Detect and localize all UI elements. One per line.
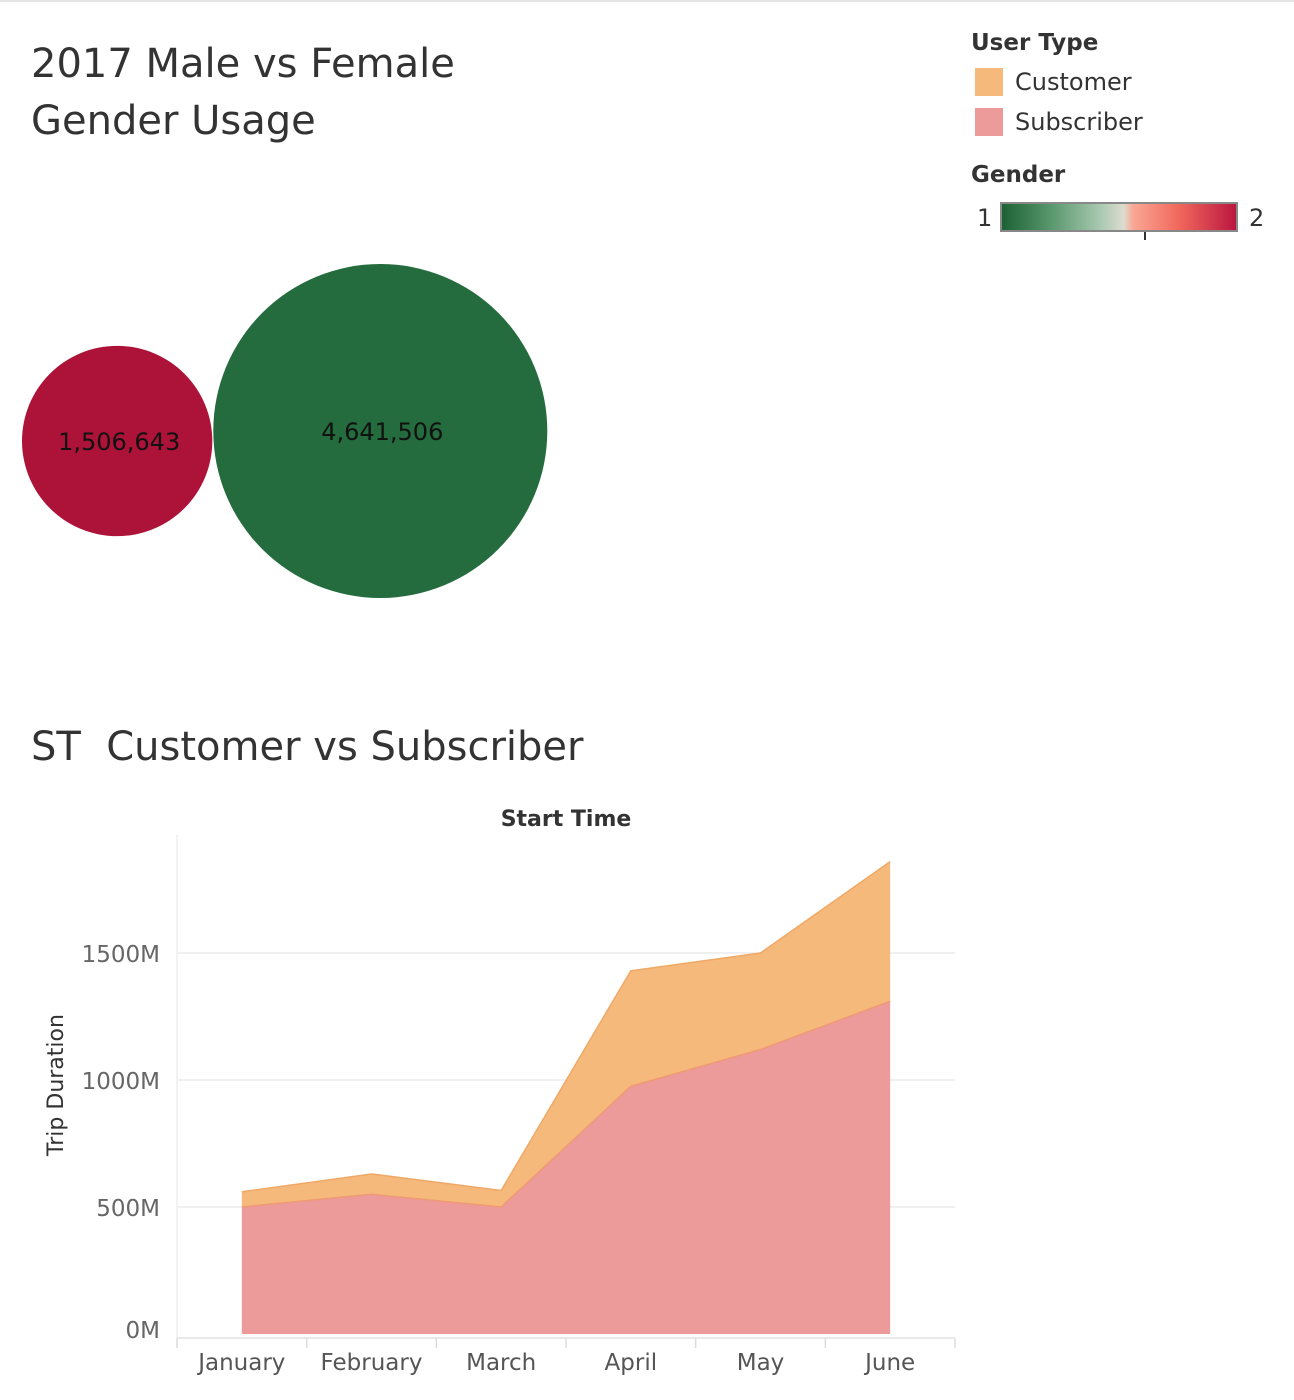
- legend-user-type-title[interactable]: User Type: [971, 30, 1099, 56]
- x-tick-label-february: February: [321, 1350, 423, 1376]
- area-customer[interactable]: [241, 861, 891, 1207]
- x-axis-title[interactable]: Start Time: [501, 807, 632, 832]
- y-tick-label-1: 500M: [96, 1196, 160, 1222]
- gender-gradient-bar: [1000, 202, 1238, 240]
- bubble-label-gender-1: 4,641,506: [321, 418, 443, 446]
- legend-gender-title[interactable]: Gender: [971, 162, 1066, 188]
- top-divider: [0, 0, 1294, 2]
- x-tick-label-june: June: [863, 1350, 915, 1376]
- bubble-label-gender-2: 1,506,643: [58, 428, 180, 456]
- bubble-gender-1[interactable]: [213, 264, 548, 598]
- gender-color-scale[interactable]: 1 2: [977, 200, 1267, 240]
- legend-item-customer[interactable]: Customer: [975, 68, 1132, 96]
- line-subscriber: [241, 1000, 891, 1208]
- x-tick-label-april: April: [605, 1350, 658, 1376]
- x-tick-label-march: March: [466, 1350, 536, 1376]
- y-tick-label-2: 1000M: [82, 1069, 160, 1095]
- legend-item-subscriber[interactable]: Subscriber: [975, 108, 1143, 136]
- legend-swatch-customer: [975, 68, 1003, 96]
- x-tick-label-january: January: [196, 1350, 285, 1376]
- gender-scale-max: 2: [1249, 204, 1265, 232]
- y-tick-label-3: 1500M: [82, 942, 160, 968]
- gender-bubble-chart: 1,506,643 4,641,506: [22, 264, 548, 598]
- y-tick-label-0: 0M: [126, 1318, 160, 1344]
- gender-scale-min: 1: [977, 204, 993, 232]
- y-axis-title[interactable]: Trip Duration: [44, 1014, 69, 1157]
- legend-swatch-subscriber: [975, 108, 1003, 136]
- st-chart-title: ST Customer vs Subscriber: [31, 724, 584, 770]
- x-tick-label-may: May: [737, 1350, 785, 1376]
- trip-duration-area-chart: 0M 500M 1000M 1500M January February March Apri…: [44, 807, 956, 1376]
- area-subscriber[interactable]: [241, 1001, 891, 1334]
- legend-label-customer: Customer: [1015, 68, 1132, 96]
- bubble-gender-2[interactable]: [22, 345, 213, 537]
- gender-chart-title: 2017 Male vs Female Gender Usage: [31, 41, 455, 144]
- legend-label-subscriber: Subscriber: [1015, 108, 1143, 136]
- line-customer-total: [241, 860, 891, 1193]
- gender-gradient-tick: [1144, 232, 1146, 240]
